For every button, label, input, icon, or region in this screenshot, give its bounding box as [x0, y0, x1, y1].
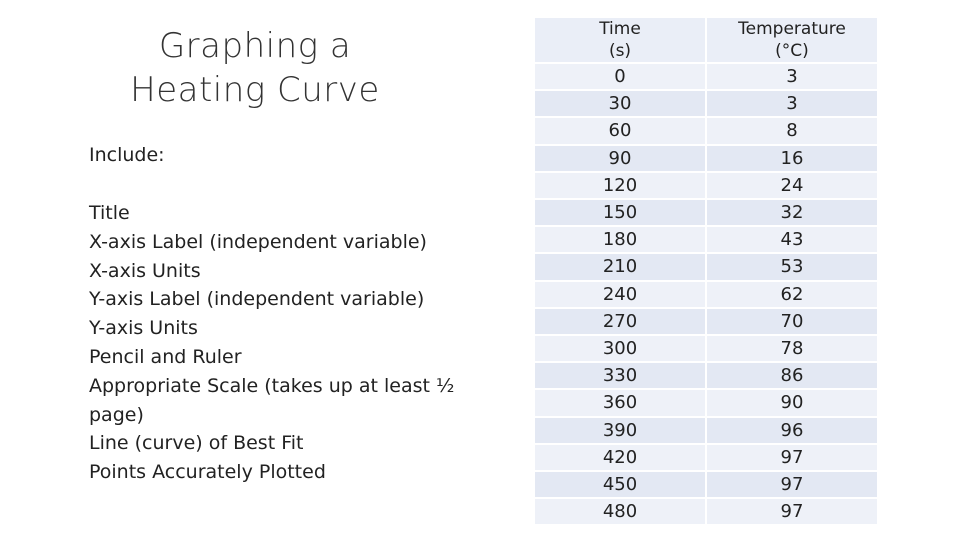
criteria-item: Line (curve) of Best Fit — [89, 432, 304, 455]
criteria-item: Y-axis Label (independent variable) — [89, 288, 425, 311]
time-cell: 270 — [535, 308, 705, 335]
column-header-label: Time — [599, 19, 641, 39]
criteria-item: X-axis Units — [89, 259, 201, 282]
time-cell: 60 — [535, 118, 705, 144]
criteria-item: Title — [89, 202, 130, 224]
time-cell: 420 — [535, 444, 705, 471]
temperature-cell: 97 — [707, 499, 877, 525]
table-row: 450 97 — [535, 472, 877, 498]
temperature-cell: 32 — [707, 200, 877, 226]
slide-title-line-2: Heating Curve — [130, 70, 380, 110]
column-header-unit: (°C) — [775, 41, 809, 61]
time-cell: 390 — [535, 417, 705, 443]
time-cell: 90 — [535, 145, 705, 171]
include-label: Include: — [89, 144, 165, 166]
slide-title: Graphing a Heating Curve — [100, 24, 410, 112]
temperature-cell: 53 — [707, 254, 877, 280]
table-row: 360 90 — [535, 390, 877, 416]
time-cell: 300 — [535, 336, 705, 362]
time-cell: 330 — [535, 363, 705, 389]
table-row: 330 86 — [535, 363, 877, 389]
criteria-item: Points Accurately Plotted — [89, 461, 326, 484]
table-body: 0 3 30 3 60 8 90 16 120 24 150 32 180 43 210 53 240 62 270… — [535, 64, 877, 525]
criteria-item: Pencil and Ruler — [89, 345, 242, 368]
table-header-row: Time (s) Temperature (°C) — [535, 18, 877, 62]
table-row: 270 70 — [535, 308, 877, 335]
column-header-temperature: Temperature (°C) — [707, 18, 877, 62]
temperature-cell: 16 — [707, 145, 877, 171]
time-cell: 120 — [535, 172, 705, 199]
heating-data-table: Time (s) Temperature (°C) 0 3 30 3 60 8 90 16 12… — [533, 16, 879, 526]
temperature-cell: 3 — [707, 64, 877, 90]
temperature-cell: 43 — [707, 227, 877, 253]
temperature-cell: 62 — [707, 281, 877, 307]
time-cell: 180 — [535, 227, 705, 253]
time-cell: 0 — [535, 64, 705, 90]
time-cell: 450 — [535, 472, 705, 498]
time-cell: 240 — [535, 281, 705, 307]
time-cell: 210 — [535, 254, 705, 280]
temperature-cell: 96 — [707, 417, 877, 443]
temperature-cell: 86 — [707, 363, 877, 389]
table-row: 30 3 — [535, 91, 877, 117]
column-header-unit: (s) — [608, 41, 632, 61]
temperature-cell: 97 — [707, 444, 877, 471]
table-row: 60 8 — [535, 118, 877, 144]
table-row: 180 43 — [535, 227, 877, 253]
time-cell: 30 — [535, 91, 705, 117]
criteria-item: page) — [89, 403, 144, 426]
table-row: 390 96 — [535, 417, 877, 443]
slide-title-line-1: Graphing a — [158, 26, 352, 66]
column-header-label: Temperature — [738, 19, 846, 39]
table-row: 300 78 — [535, 336, 877, 362]
temperature-cell: 78 — [707, 336, 877, 362]
time-cell: 480 — [535, 499, 705, 525]
table-row: 150 32 — [535, 200, 877, 226]
table-row: 120 24 — [535, 172, 877, 199]
column-header-time: Time (s) — [535, 18, 705, 62]
graph-criteria-list: Title X-axis Label (independent variable… — [89, 199, 489, 487]
table-row: 240 62 — [535, 281, 877, 307]
temperature-cell: 8 — [707, 118, 877, 144]
criteria-item: X-axis Label (independent variable) — [89, 230, 427, 253]
table-row: 210 53 — [535, 254, 877, 280]
temperature-cell: 24 — [707, 172, 877, 199]
table-row: 480 97 — [535, 499, 877, 525]
criteria-item: Y-axis Units — [89, 317, 198, 340]
temperature-cell: 3 — [707, 91, 877, 117]
time-cell: 360 — [535, 390, 705, 416]
temperature-cell: 90 — [707, 390, 877, 416]
criteria-item: Appropriate Scale (takes up at least ½ — [89, 374, 455, 397]
temperature-cell: 70 — [707, 308, 877, 335]
table-row: 420 97 — [535, 444, 877, 471]
time-cell: 150 — [535, 200, 705, 226]
temperature-cell: 97 — [707, 472, 877, 498]
table-row: 90 16 — [535, 145, 877, 171]
